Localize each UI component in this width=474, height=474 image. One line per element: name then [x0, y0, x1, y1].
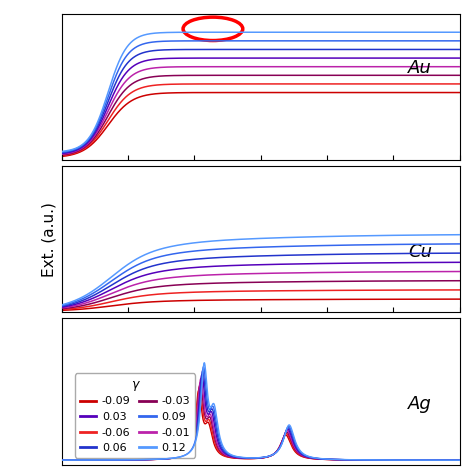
Text: Cu: Cu [408, 243, 432, 261]
Text: Ag: Ag [408, 395, 432, 413]
Text: Au: Au [408, 59, 432, 77]
Y-axis label: Ext. (a.u.): Ext. (a.u.) [41, 202, 56, 277]
Legend: -0.09, 0.03, -0.06, 0.06, -0.03, 0.09, -0.01, 0.12: -0.09, 0.03, -0.06, 0.06, -0.03, 0.09, -… [75, 374, 195, 457]
